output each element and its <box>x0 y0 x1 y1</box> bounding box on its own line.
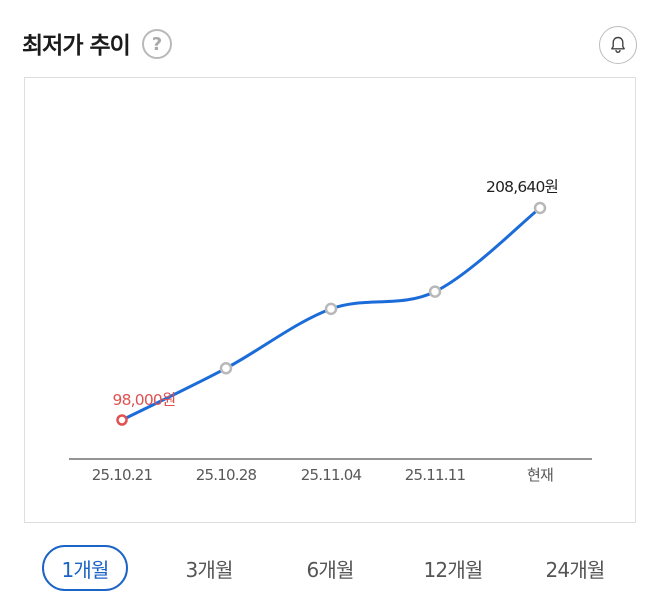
period-tabs: 1개월 3개월 6개월 12개월 24개월 <box>0 541 660 593</box>
x-tick-label: 현재 <box>527 466 553 484</box>
tab-12-months[interactable]: 12개월 <box>405 545 501 591</box>
min-price-label: 98,000원 <box>113 391 176 409</box>
x-tick-label: 25.10.21 <box>92 466 153 484</box>
price-chart: 25.10.21 25.10.28 25.11.04 25.11.11 현재 98,00… <box>24 77 636 523</box>
tab-24-months[interactable]: 24개월 <box>527 545 623 591</box>
x-tick-label: 25.11.04 <box>301 466 362 484</box>
current-price-label: 208,640원 <box>486 178 558 196</box>
tab-3-months[interactable]: 3개월 <box>166 545 252 591</box>
help-icon[interactable]: ? <box>142 29 172 59</box>
price-point[interactable] <box>428 285 442 298</box>
price-alert-button[interactable] <box>599 26 637 64</box>
price-point[interactable] <box>219 362 233 375</box>
price-trend-header: 최저가 추이 ? <box>0 0 660 78</box>
min-price-point[interactable] <box>116 414 128 426</box>
price-point[interactable] <box>324 302 338 316</box>
bell-icon <box>611 36 625 54</box>
x-tick-label: 25.11.11 <box>405 466 466 484</box>
price-chart-svg: 25.10.21 25.10.28 25.11.04 25.11.11 현재 98,00… <box>69 178 592 484</box>
tab-6-months[interactable]: 6개월 <box>287 545 373 591</box>
x-tick-label: 25.10.28 <box>196 466 257 484</box>
page-title: 최저가 추이 <box>22 33 131 59</box>
price-point[interactable] <box>533 201 547 215</box>
tab-1-month[interactable]: 1개월 <box>42 545 128 591</box>
